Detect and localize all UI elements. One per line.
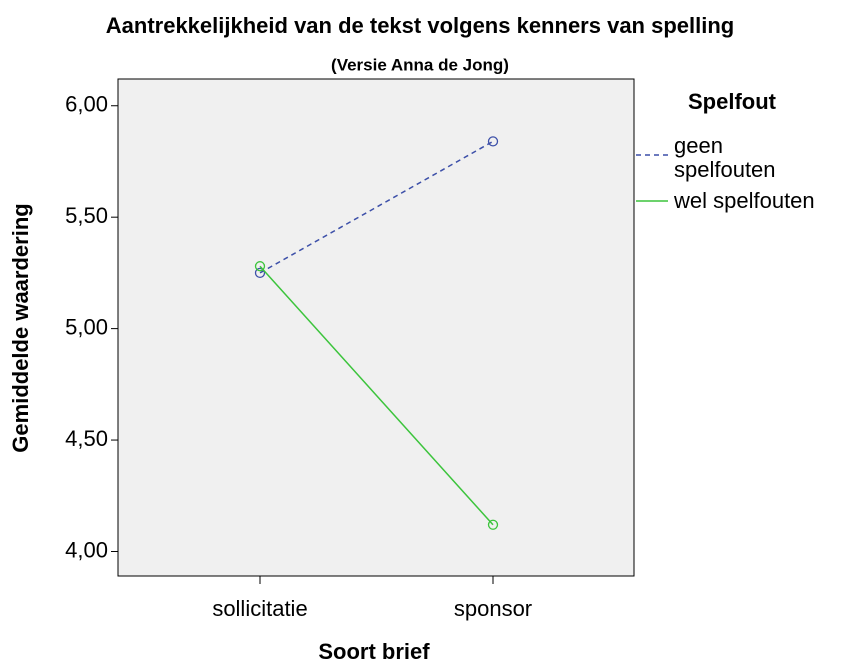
y-tick-label: 4,00 bbox=[65, 537, 108, 562]
legend-title: Spelfout bbox=[688, 89, 777, 114]
point bbox=[487, 519, 499, 530]
series-line bbox=[259, 265, 494, 526]
y-tick-label: 6,00 bbox=[65, 92, 108, 117]
chart-subtitle: (Versie Anna de Jong) bbox=[331, 55, 509, 74]
y-axis-label: Gemiddelde waardering bbox=[8, 203, 33, 452]
y-tick-label: 5,50 bbox=[65, 203, 108, 228]
y-tick-label: 5,00 bbox=[65, 314, 108, 339]
legend-entry: geen spelfouten bbox=[674, 133, 776, 182]
x-tick-label: sollicitatie bbox=[212, 596, 307, 621]
plot-area bbox=[117, 78, 635, 577]
y-tick-label: 4,50 bbox=[65, 426, 108, 451]
x-axis-label: Soort brief bbox=[318, 639, 430, 663]
point bbox=[254, 261, 266, 272]
point bbox=[487, 136, 499, 147]
x-tick-label: sponsor bbox=[454, 596, 532, 621]
legend-entry: wel spelfouten bbox=[674, 188, 815, 213]
chart-title: Aantrekkelijkheid van de tekst volgens k… bbox=[106, 13, 734, 38]
point bbox=[254, 267, 266, 279]
